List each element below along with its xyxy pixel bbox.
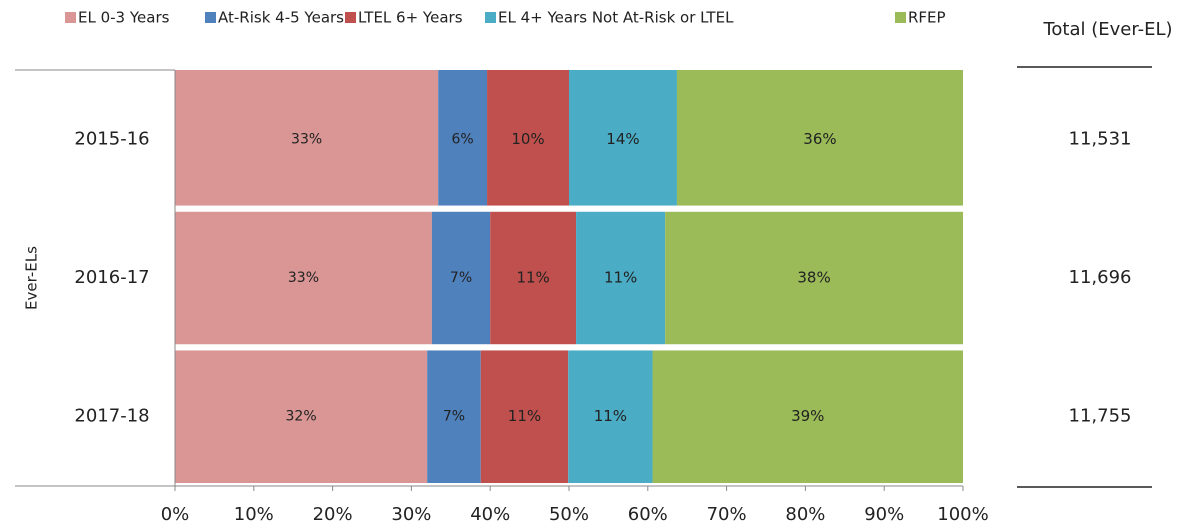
totals-header: Total (Ever-EL) — [1042, 19, 1172, 40]
data-label: 7% — [450, 270, 472, 286]
total-value: 11,696 — [1069, 267, 1132, 288]
data-label: 10% — [511, 130, 544, 148]
data-label: 11% — [508, 407, 541, 425]
bar-segment — [568, 350, 653, 483]
y-tick-label: 2015-16 — [74, 128, 149, 149]
data-label: 14% — [606, 130, 639, 148]
data-label: 36% — [803, 130, 836, 148]
data-label: 38% — [797, 269, 830, 287]
x-tick-label: 30% — [391, 504, 431, 525]
legend-swatch — [485, 12, 496, 23]
total-value: 11,755 — [1069, 406, 1132, 427]
bar-segment — [569, 70, 677, 206]
x-tick-label: 10% — [234, 504, 274, 525]
data-label: 7% — [443, 409, 465, 425]
data-label: 11% — [516, 269, 549, 287]
x-tick-label: 70% — [707, 504, 747, 525]
y-tick-label: 2016-17 — [74, 267, 149, 288]
bar-segment — [676, 70, 963, 206]
legend-label: LTEL 6+ Years — [358, 9, 463, 27]
x-tick-label: 40% — [470, 504, 510, 525]
data-label: 11% — [594, 407, 627, 425]
data-label: 39% — [791, 407, 824, 425]
x-tick-label: 20% — [313, 504, 353, 525]
bar-segment — [175, 350, 428, 483]
x-tick-label: 90% — [864, 504, 904, 525]
legend-swatch — [895, 12, 906, 23]
bar-segment — [175, 211, 432, 345]
total-value: 11,531 — [1069, 128, 1132, 149]
data-label: 33% — [291, 131, 322, 147]
y-tick-label: 2017-18 — [74, 406, 149, 427]
legend-swatch — [65, 12, 76, 23]
bar-segment — [438, 70, 488, 206]
bar-segment — [652, 350, 963, 483]
bar-segment — [175, 70, 439, 206]
x-tick-label: 60% — [628, 504, 668, 525]
data-label: 11% — [604, 269, 637, 287]
x-tick-label: 80% — [785, 504, 825, 525]
legend-label: EL 0-3 Years — [78, 9, 170, 27]
x-tick-label: 50% — [549, 504, 589, 525]
data-label: 32% — [286, 409, 317, 425]
bar-segment — [487, 70, 569, 206]
bar-segment — [431, 211, 491, 345]
bar-segment — [576, 211, 666, 345]
bar-segment — [427, 350, 481, 483]
legend-label: EL 4+ Years Not At-Risk or LTEL — [498, 9, 734, 27]
row-separator — [175, 205, 964, 212]
x-tick-label: 0% — [161, 504, 190, 525]
y-axis-label: Ever-ELs — [23, 246, 41, 310]
bar-segment — [490, 211, 577, 345]
legend-swatch — [345, 12, 356, 23]
legend-label: RFEP — [908, 9, 946, 27]
legend-label: At-Risk 4-5 Years — [218, 9, 344, 27]
row-separator — [175, 344, 964, 351]
legend-swatch — [205, 12, 216, 23]
bar-segment — [665, 211, 963, 345]
data-label: 6% — [452, 131, 474, 147]
x-tick-label: 100% — [937, 504, 988, 525]
data-label: 33% — [288, 270, 319, 286]
bar-segment — [480, 350, 569, 483]
